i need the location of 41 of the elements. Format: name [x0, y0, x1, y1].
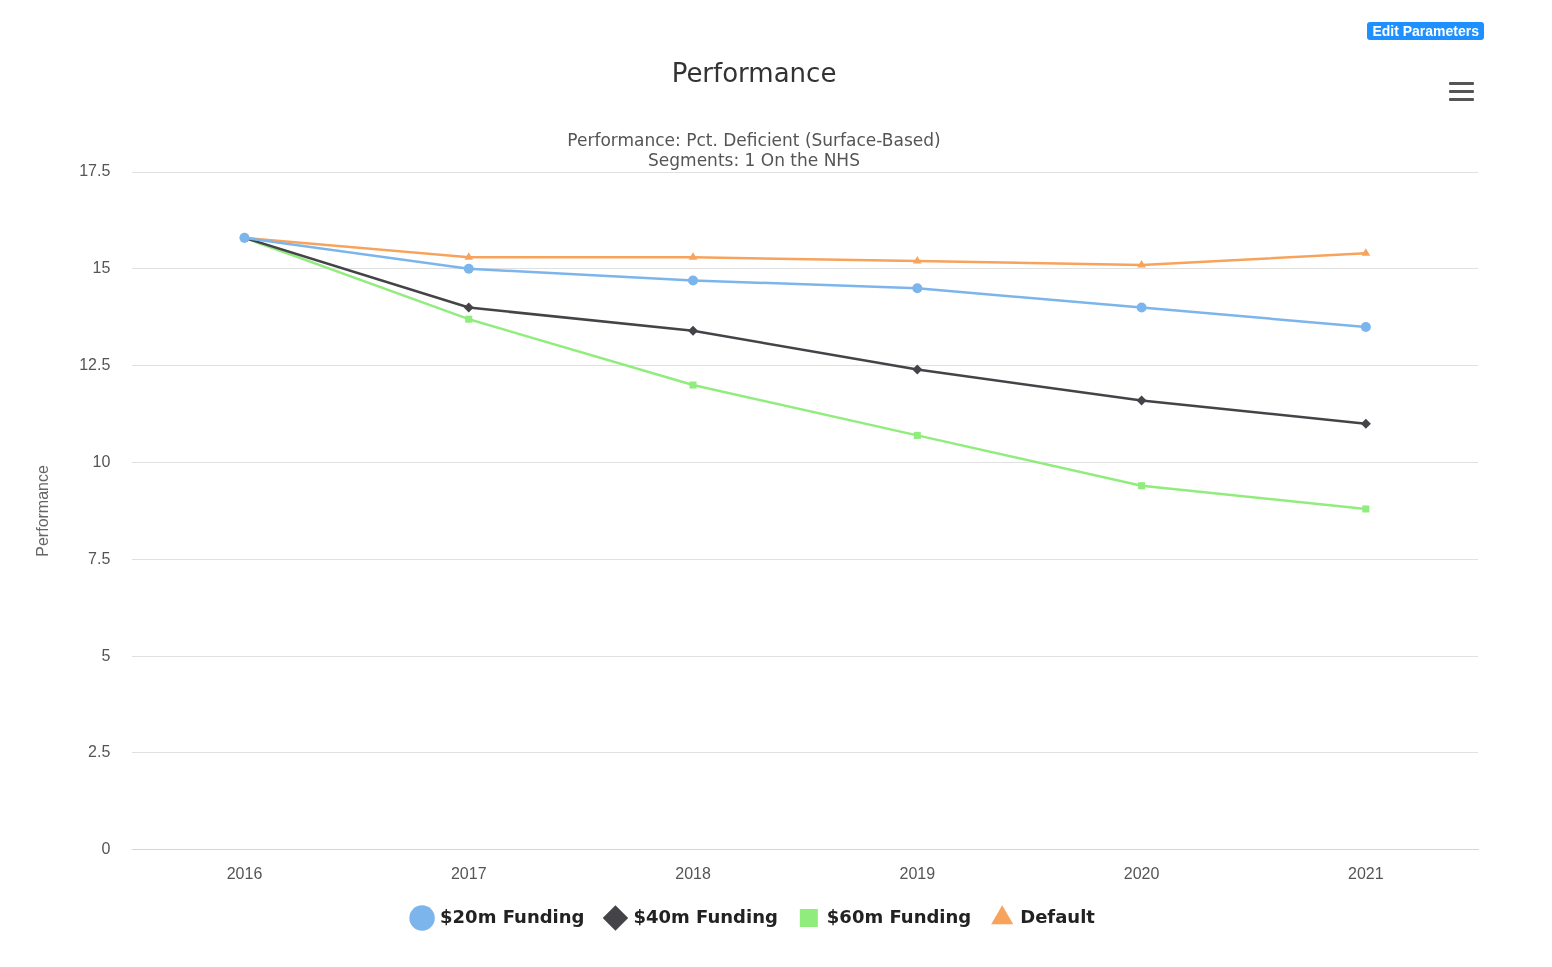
- point: [463, 263, 474, 274]
- y-tick-label: 5: [101, 646, 111, 664]
- point: [465, 315, 473, 323]
- y-tick-label: 2.5: [88, 743, 111, 761]
- point: [688, 325, 699, 336]
- point: [1362, 505, 1370, 513]
- x-tick-label: 2021: [1348, 864, 1384, 882]
- y-axis-title: Performance: [34, 465, 52, 557]
- point: [688, 252, 698, 260]
- point: [912, 364, 923, 375]
- x-tick-label: 2020: [1123, 864, 1160, 882]
- y-tick-label: 17.5: [79, 162, 111, 180]
- point: [1136, 302, 1147, 313]
- point: [463, 302, 474, 313]
- text: Edit Parameters: [1367, 22, 1484, 40]
- y-tick-label: 10: [92, 452, 111, 470]
- point: [1360, 321, 1371, 332]
- point: [912, 283, 923, 294]
- legend-label: $60m Funding: [826, 905, 972, 927]
- point: [1136, 395, 1147, 406]
- chart-subtitle: Performance: Pct. Deficient (Surface-Based) Segments: 1 On the NHS: [567, 129, 941, 171]
- point: [689, 381, 697, 389]
- point: [1361, 248, 1371, 256]
- legend-label: Default: [1020, 905, 1096, 927]
- point: [464, 252, 474, 260]
- point: [1138, 482, 1146, 490]
- legend-label: $40m Funding: [633, 905, 778, 927]
- y-tick-label: 0: [101, 840, 111, 858]
- x-tick-label: 2016: [226, 864, 263, 882]
- chart-title: Performance: [671, 58, 837, 89]
- point: [688, 275, 699, 286]
- x-tick-label: 2019: [899, 864, 936, 882]
- point: [912, 256, 922, 264]
- y-tick-label: 12.5: [79, 356, 111, 374]
- legend-label: $20m Funding: [440, 905, 585, 927]
- y-tick-label: 15: [92, 259, 111, 277]
- x-tick-label: 2018: [675, 864, 711, 882]
- point: [913, 431, 921, 439]
- point: [1360, 418, 1371, 429]
- x-tick-label: 2017: [450, 864, 487, 882]
- y-tick-label: 7.5: [88, 549, 111, 567]
